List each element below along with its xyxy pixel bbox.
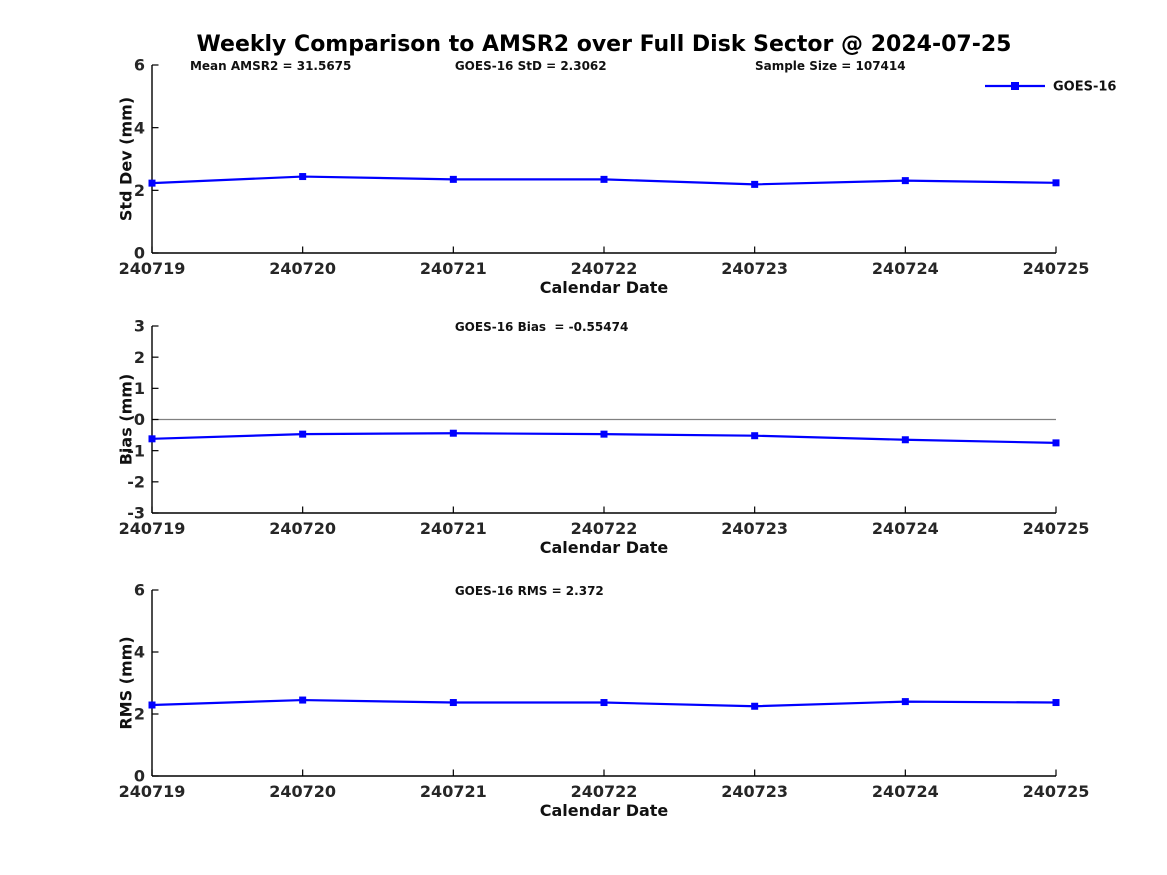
- rms-x-tick-label: 240723: [721, 782, 788, 801]
- std-dev-data-marker: [901, 177, 909, 185]
- bias-y-tick-label: 1: [134, 379, 145, 398]
- bias-data-marker: [901, 436, 909, 444]
- bias-x-axis-label: Calendar Date: [540, 538, 669, 557]
- std-dev-y-tick-label: 4: [134, 118, 145, 137]
- rms-data-marker: [299, 696, 307, 704]
- bias-y-tick-label: 0: [134, 410, 145, 429]
- rms-data-marker: [751, 702, 759, 710]
- rms-y-tick-label: 4: [134, 643, 145, 662]
- std-dev-y-tick-label: 2: [134, 181, 145, 200]
- bias-data-marker: [449, 429, 457, 437]
- chart-title: Weekly Comparison to AMSR2 over Full Dis…: [197, 32, 1012, 57]
- bias-annotation: GOES-16 Bias = -0.55474: [455, 320, 628, 334]
- rms-y-tick-label: 2: [134, 705, 145, 724]
- std-dev-panel: 0 2 4 6 240719 240720 240721 240722 240723 240724…: [117, 56, 1117, 297]
- bias-y-tick-label: -3: [127, 504, 145, 523]
- std-dev-x-tick-label: 240724: [872, 259, 939, 278]
- bias-x-tick-label: 240721: [420, 519, 487, 538]
- std-dev-annotation: Sample Size = 107414: [755, 59, 906, 73]
- std-dev-annotation: GOES-16 StD = 2.3062: [455, 59, 607, 73]
- legend-label: GOES-16: [1053, 80, 1116, 95]
- rms-x-axis-label: Calendar Date: [540, 801, 669, 820]
- rms-data-marker: [901, 698, 909, 706]
- std-dev-y-tick-label: 6: [134, 56, 145, 75]
- bias-x-tick-label: 240724: [872, 519, 939, 538]
- std-dev-data-marker: [148, 179, 156, 187]
- rms-y-tick-label: 0: [134, 767, 145, 786]
- rms-y-axis-label: RMS (mm): [117, 636, 136, 729]
- bias-data-marker: [751, 432, 759, 440]
- std-dev-x-axis-label: Calendar Date: [540, 278, 669, 297]
- rms-data-marker: [449, 699, 457, 707]
- bias-x-tick-label: 240719: [119, 519, 186, 538]
- bias-data-marker: [1052, 439, 1060, 447]
- rms-x-tick-label: 240721: [420, 782, 487, 801]
- bias-x-tick-label: 240725: [1023, 519, 1090, 538]
- bias-y-tick-label: -2: [127, 472, 145, 491]
- std-dev-annotation: Mean AMSR2 = 31.5675: [190, 59, 351, 73]
- legend: GOES-16: [985, 80, 1116, 95]
- rms-y-tick-label: 6: [134, 581, 145, 600]
- bias-data-marker: [148, 435, 156, 443]
- legend-marker: [1011, 82, 1019, 90]
- std-dev-data-marker: [600, 175, 608, 183]
- rms-x-tick-label: 240725: [1023, 782, 1090, 801]
- bias-y-tick-label: -1: [127, 441, 145, 460]
- rms-data-marker: [600, 699, 608, 707]
- rms-panel: 0 2 4 6 240719 240720 240721 240722 240723 240724…: [117, 581, 1090, 820]
- bias-data-marker: [299, 430, 307, 438]
- rms-annotation: GOES-16 RMS = 2.372: [455, 584, 604, 598]
- std-dev-y-tick-label: 0: [134, 244, 145, 263]
- bias-y-tick-label: 3: [134, 317, 145, 336]
- std-dev-y-axis-label: Std Dev (mm): [117, 97, 136, 221]
- bias-y-tick-label: 2: [134, 348, 145, 367]
- rms-x-tick-label: 240720: [269, 782, 336, 801]
- bias-data-marker: [600, 430, 608, 438]
- bias-x-tick-label: 240720: [269, 519, 336, 538]
- rms-x-tick-label: 240724: [872, 782, 939, 801]
- rms-x-tick-label: 240719: [119, 782, 186, 801]
- bias-y-axis-label: Bias (mm): [117, 374, 136, 466]
- chart-panels: 0 2 4 6 240719 240720 240721 240722 240723 240724…: [117, 56, 1117, 820]
- std-dev-x-tick-label: 240719: [119, 259, 186, 278]
- std-dev-x-tick-label: 240721: [420, 259, 487, 278]
- rms-data-marker: [148, 701, 156, 709]
- rms-data-marker: [1052, 699, 1060, 707]
- std-dev-x-tick-label: 240722: [571, 259, 638, 278]
- std-dev-x-tick-label: 240725: [1023, 259, 1090, 278]
- bias-panel: -3 -2 -1 0 1 2 3 240719 240720 240721 240722 240723…: [117, 317, 1090, 557]
- std-dev-x-tick-label: 240723: [721, 259, 788, 278]
- std-dev-data-marker: [1052, 179, 1060, 187]
- rms-x-tick-label: 240722: [571, 782, 638, 801]
- bias-x-tick-label: 240722: [571, 519, 638, 538]
- bias-x-tick-label: 240723: [721, 519, 788, 538]
- std-dev-data-marker: [449, 175, 457, 183]
- std-dev-data-marker: [299, 173, 307, 181]
- std-dev-x-tick-label: 240720: [269, 259, 336, 278]
- std-dev-data-marker: [751, 180, 759, 188]
